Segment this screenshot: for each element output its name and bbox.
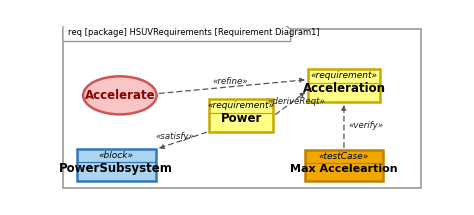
- Bar: [77, 149, 155, 181]
- Text: «deriveReqt»: «deriveReqt»: [267, 97, 325, 106]
- Text: Max Acceleartion: Max Acceleartion: [290, 164, 398, 174]
- Text: «testCase»: «testCase»: [319, 152, 369, 161]
- Text: «block»: «block»: [99, 151, 134, 160]
- Polygon shape: [63, 23, 291, 41]
- Text: PowerSubsystem: PowerSubsystem: [59, 162, 173, 175]
- Text: Power: Power: [220, 112, 262, 125]
- Bar: [209, 99, 273, 132]
- Text: req [package] HSUVRequirements [Requirement Diagram1]: req [package] HSUVRequirements [Requirem…: [68, 28, 320, 37]
- Text: «satisfy»: «satisfy»: [155, 132, 194, 141]
- Text: «verify»: «verify»: [348, 121, 383, 131]
- Bar: [305, 150, 383, 181]
- Ellipse shape: [83, 76, 156, 114]
- Text: «requirement»: «requirement»: [310, 71, 377, 80]
- Bar: [308, 69, 380, 102]
- Text: «requirement»: «requirement»: [208, 101, 274, 110]
- Text: Accelerate: Accelerate: [84, 89, 155, 102]
- Text: Acceleration: Acceleration: [302, 82, 385, 95]
- Text: «refine»: «refine»: [212, 77, 248, 86]
